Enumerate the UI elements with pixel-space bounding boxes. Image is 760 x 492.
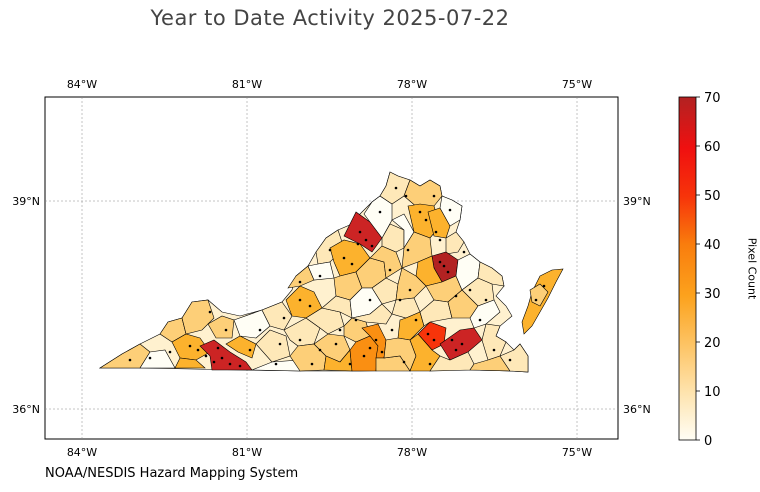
lon-tick-bottom: 75°W [562,446,592,459]
graticule [45,97,618,439]
lon-tick-bottom: 78°W [397,446,427,459]
fire-detections [128,186,546,368]
colorbar-tick-label: 70 [704,91,721,106]
source-credit: NOAA/NESDIS Hazard Mapping System [45,466,299,481]
colorbar-tick-label: 30 [704,287,721,302]
lon-tick-top: 81°W [232,78,262,91]
colorbar-label: Pixel Count [745,237,759,300]
lon-ticks-bottom: 84°W 81°W 78°W 75°W [67,446,592,459]
lat-tick-left: 39°N [12,195,40,208]
colorbar-tick-label: 20 [704,336,721,351]
lat-tick-left: 36°N [12,403,40,416]
lat-ticks-left: 39°N 36°N [12,195,40,416]
colorbar [678,96,697,441]
lon-tick-top: 75°W [562,78,592,91]
lat-tick-right: 39°N [623,195,651,208]
counties [98,171,549,373]
colorbar-tick-label: 0 [704,434,712,449]
lon-ticks-top: 84°W 81°W 78°W 75°W [67,78,592,91]
colorbar-tick-label: 50 [704,189,721,204]
colorbar-tick-label: 40 [704,238,721,253]
virginia-map[interactable] [98,171,564,373]
lat-tick-right: 36°N [623,403,651,416]
colorbar-tick-label: 10 [704,385,721,400]
lon-tick-top: 78°W [397,78,427,91]
colorbar-tick-labels: 0 10 20 30 40 50 60 70 [704,91,721,449]
lat-ticks-right: 39°N 36°N [623,195,651,416]
lon-tick-bottom: 81°W [232,446,262,459]
chart-title: Year to Date Activity 2025-07-22 [150,6,510,30]
colorbar-ticks [696,96,700,441]
colorbar-tick-label: 60 [704,140,721,155]
lon-tick-top: 84°W [67,78,97,91]
lon-tick-bottom: 84°W [67,446,97,459]
